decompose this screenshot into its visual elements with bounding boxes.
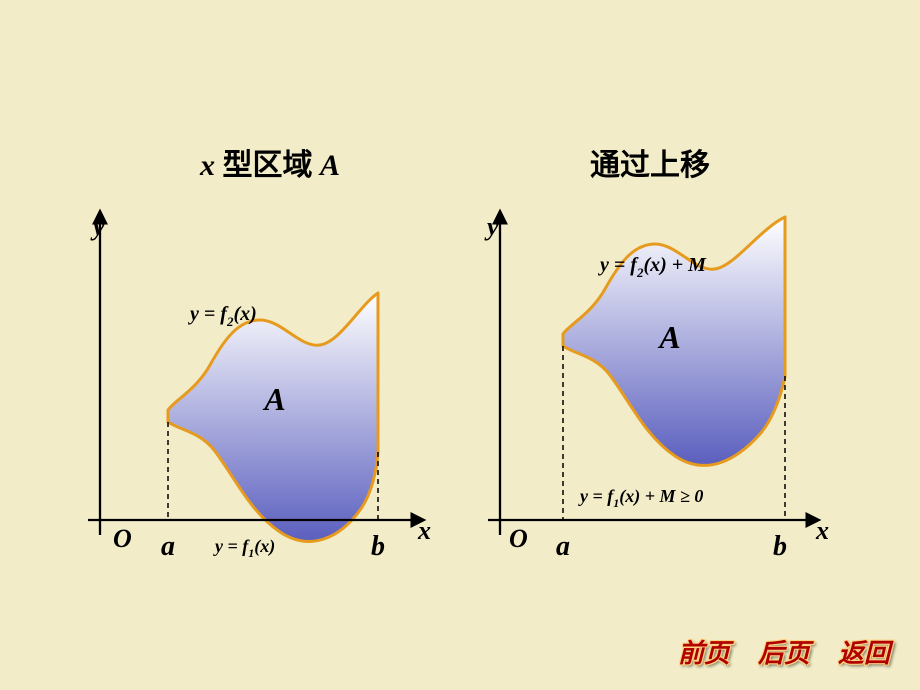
- label-y-left: y: [90, 212, 105, 241]
- label-b-right: b: [773, 531, 787, 562]
- chart-right: O x y a b A y = f2(x) + M y = f1(x) + M …: [484, 212, 829, 562]
- label-y-right: y: [484, 212, 499, 241]
- label-b-left: b: [371, 531, 385, 562]
- chart-left: O x y a b A y = f2(x) y = f1(x): [88, 212, 431, 562]
- label-region-a-left: A: [262, 381, 285, 417]
- label-region-a-right: A: [657, 319, 680, 355]
- eq-f1-right: y = f1(x) + M ≥ 0: [578, 486, 703, 510]
- next-button[interactable]: 后页: [758, 633, 810, 670]
- label-x-right: x: [815, 516, 829, 545]
- label-o-right: O: [509, 524, 528, 553]
- label-a-right: a: [556, 531, 570, 562]
- eq-f1-left: y = f1(x): [213, 536, 275, 560]
- label-o-left: O: [113, 524, 132, 553]
- region-a-left: [168, 293, 378, 541]
- nav-buttons: 前页 后页 返回: [678, 633, 890, 670]
- back-button[interactable]: 返回: [838, 633, 890, 670]
- diagram-layer: O x y a b A y = f2(x) y = f1(x): [0, 0, 920, 690]
- slide: x 型区域 A 通过上移: [0, 0, 920, 690]
- label-x-left: x: [417, 516, 431, 545]
- prev-button[interactable]: 前页: [678, 633, 730, 670]
- label-a-left: a: [161, 531, 175, 562]
